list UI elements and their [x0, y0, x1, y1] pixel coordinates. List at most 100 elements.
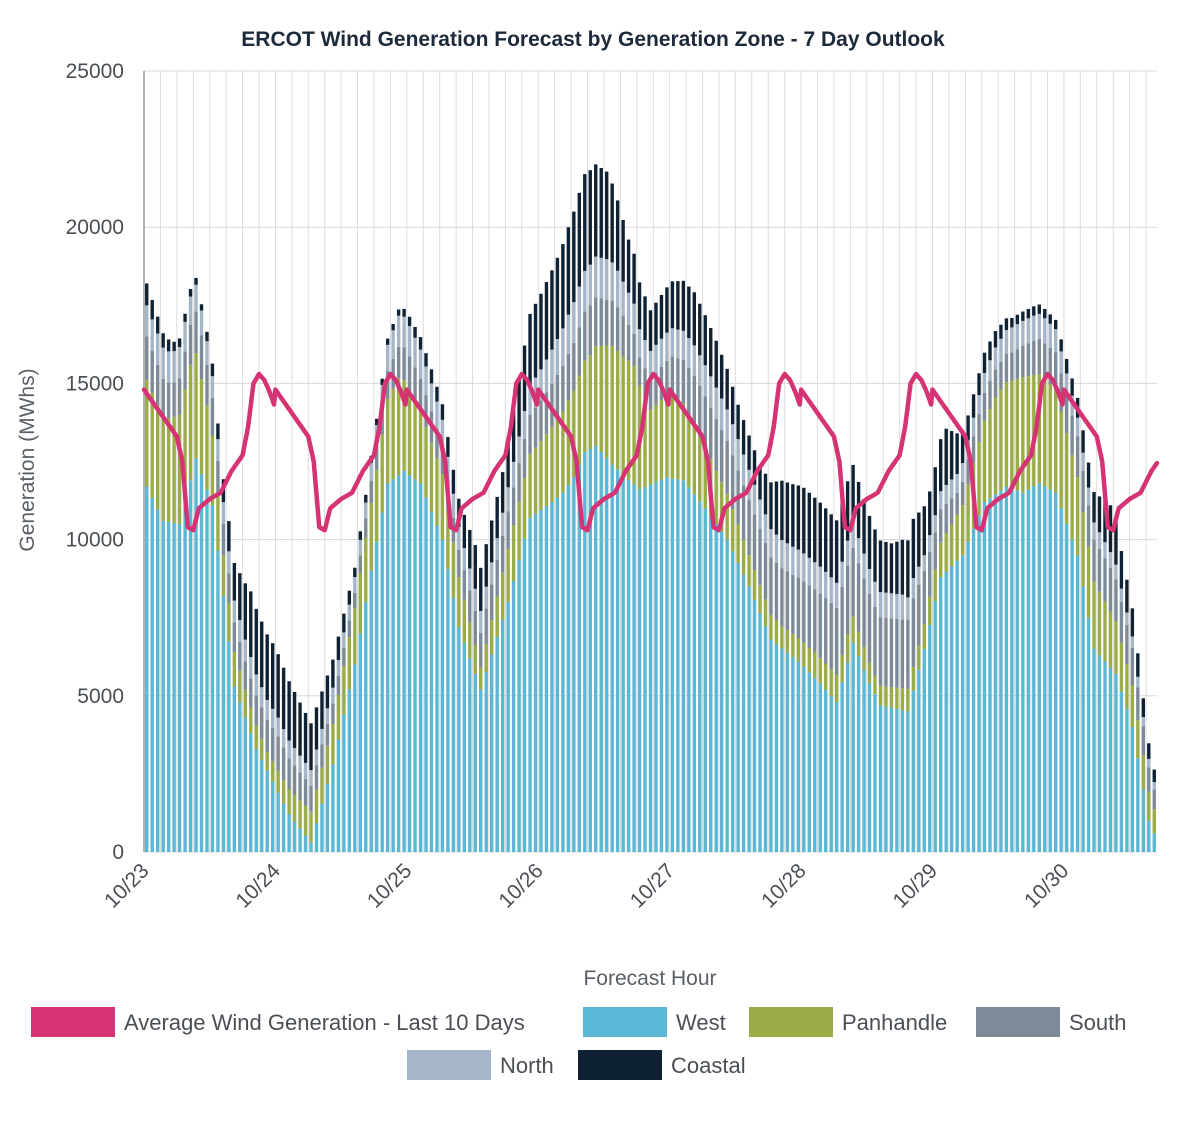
legend-item-average[interactable]: Average Wind Generation - Last 10 Days [31, 1007, 525, 1037]
bar-segment-coastal [161, 333, 165, 348]
bar-segment-panhandle [353, 608, 357, 665]
bar-segment-north [741, 454, 746, 486]
bar-segment-north [944, 484, 948, 504]
bar-segment-west [807, 672, 811, 852]
bar-segment-panhandle [172, 416, 176, 523]
bar-segment-panhandle [539, 441, 543, 510]
bar-segment-west [490, 654, 494, 852]
bar-segment-panhandle [873, 675, 877, 695]
hour-bar-stack [484, 544, 488, 852]
bar-segment-coastal [451, 469, 456, 494]
bar-segment-north [1092, 522, 1096, 540]
bar-segment-panhandle [1108, 611, 1113, 668]
bar-segment-coastal [232, 563, 237, 601]
bar-segment-coastal [292, 691, 297, 749]
bar-segment-coastal [709, 327, 713, 377]
bar-segment-south [369, 481, 373, 503]
bar-segment-south [862, 578, 866, 648]
bar-segment-north [194, 284, 198, 312]
bar-segment-south [468, 590, 472, 623]
bar-segment-panhandle [325, 745, 330, 785]
legend-item-coastal[interactable]: Coastal [578, 1050, 746, 1080]
bar-segment-panhandle [369, 502, 373, 571]
bar-segment-coastal [845, 481, 850, 541]
bar-segment-south [626, 324, 631, 361]
bar-segment-west [1092, 648, 1096, 852]
bar-segment-west [468, 658, 472, 852]
bar-segment-south [309, 785, 313, 812]
bar-segment-north [1141, 717, 1146, 727]
bar-segment-panhandle [654, 404, 658, 483]
hour-bar-stack [1032, 306, 1036, 852]
bar-segment-coastal [725, 368, 729, 410]
legend-item-south[interactable]: South [976, 1007, 1127, 1037]
x-tick-label: 10/29 [889, 859, 942, 912]
bar-segment-north [457, 526, 461, 550]
bar-segment-coastal [796, 485, 801, 550]
bar-segment-south [166, 382, 171, 419]
bar-segment-north [796, 549, 801, 578]
bar-segment-south [528, 414, 532, 455]
hour-bar-stack [413, 326, 417, 852]
bar-segment-north [1086, 487, 1091, 506]
bar-segment-south [281, 747, 286, 781]
legend-item-panhandle[interactable]: Panhandle [749, 1007, 947, 1037]
hour-bar-stack [791, 484, 795, 852]
bar-segment-north [298, 755, 302, 773]
bar-segment-west [314, 823, 319, 852]
bar-segment-south [681, 359, 686, 404]
bar-segment-west [561, 492, 565, 852]
hour-bar-stack [709, 327, 713, 852]
bar-segment-panhandle [281, 780, 286, 804]
bar-segment-south [1097, 548, 1102, 592]
bar-segment-panhandle [566, 400, 571, 485]
bar-segment-coastal [747, 435, 751, 470]
bar-segment-north [309, 770, 313, 786]
bar-segment-west [648, 484, 653, 852]
bar-segment-north [736, 439, 740, 471]
hour-bar-stack [829, 514, 833, 852]
bar-segment-west [172, 522, 176, 852]
bar-segment-north [851, 522, 855, 548]
bar-segment-south [922, 570, 926, 624]
bar-segment-south [747, 500, 751, 556]
bar-segment-west [424, 497, 428, 852]
bar-segment-north [369, 462, 373, 482]
bar-segment-south [703, 396, 707, 448]
bar-segment-panhandle [966, 484, 970, 542]
bar-segment-coastal [829, 514, 833, 578]
bar-segment-coastal [604, 171, 609, 260]
bar-segment-panhandle [632, 365, 636, 485]
bar-segment-south [561, 365, 565, 412]
bar-segment-coastal [758, 465, 762, 500]
hour-bar-stack [960, 430, 965, 852]
bar-segment-west [232, 686, 237, 852]
bar-segment-north [588, 264, 592, 306]
bar-segment-west [440, 539, 445, 852]
bar-segment-south [385, 370, 390, 400]
bar-segment-north [320, 728, 324, 745]
bar-segment-west [435, 525, 439, 852]
bar-segment-south [889, 618, 894, 688]
bar-segment-panhandle [867, 662, 872, 684]
bar-segment-panhandle [260, 738, 264, 760]
bar-segment-west [385, 483, 390, 852]
bar-segment-south [676, 358, 680, 399]
bar-segment-panhandle [320, 767, 324, 804]
hour-bar-stack [287, 681, 291, 852]
bar-segment-south [895, 618, 899, 688]
legend-item-west[interactable]: West [583, 1007, 726, 1037]
hour-bar-stack [1026, 308, 1031, 852]
bar-segment-panhandle [676, 398, 680, 480]
hour-bar-stack [725, 368, 729, 852]
bar-segment-west [1021, 492, 1025, 852]
hour-bar-stack [1086, 462, 1091, 852]
legend-item-north[interactable]: North [407, 1050, 554, 1080]
bar-segment-panhandle [150, 392, 154, 498]
bar-segment-west [260, 759, 264, 852]
y-tick-label: 25000 [66, 60, 124, 83]
bar-segment-north [150, 319, 154, 351]
bar-segment-west [999, 490, 1003, 852]
x-tick-label: 10/30 [1020, 859, 1073, 912]
bar-segment-panhandle [791, 634, 795, 658]
